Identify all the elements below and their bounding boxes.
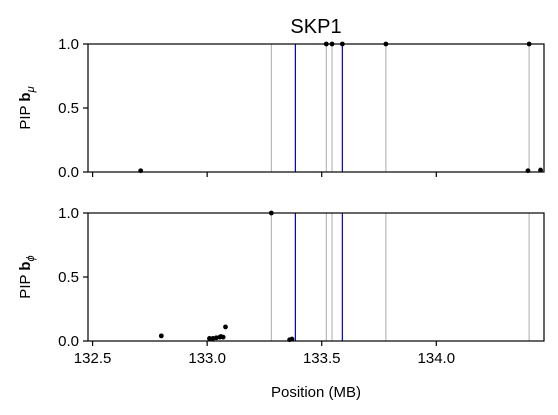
- y-axis-label-top: PIP bμ: [17, 86, 37, 129]
- y-tick-label: 0.0: [58, 164, 79, 181]
- y-tick-label: 0.5: [58, 269, 79, 286]
- y-axis-label-symbol: b: [17, 261, 34, 270]
- plot-frame-bottom: [87, 212, 545, 342]
- y-axis-label-prefix: PIP: [17, 275, 34, 299]
- y-tick-label: 1.0: [58, 36, 79, 53]
- data-point: [323, 41, 329, 47]
- x-tick-label: 133.5: [303, 350, 341, 367]
- data-point: [525, 168, 531, 174]
- data-point: [339, 41, 345, 47]
- x-tick-label: 132.5: [74, 350, 112, 367]
- panel-top: 0.0 0.5 1.0 PIP bμ: [17, 36, 545, 181]
- y-axis-label-prefix: PIP: [17, 105, 34, 129]
- data-point: [289, 336, 295, 342]
- data-point: [268, 210, 274, 216]
- y-tick-label: 0.5: [58, 100, 79, 117]
- y-axis-label-subscript: μ: [25, 86, 37, 93]
- y-axis-label-subscript: ϕ: [25, 255, 37, 261]
- chart-title: SKP1: [290, 16, 341, 38]
- x-tick-label: 134.0: [418, 350, 456, 367]
- data-point: [538, 167, 543, 173]
- data-point: [526, 41, 532, 47]
- plot-frame-top: [87, 43, 545, 173]
- y-axis-label-bottom: PIP bϕ: [17, 255, 37, 298]
- data-point: [158, 333, 164, 339]
- y-axis-label-symbol: b: [17, 92, 34, 101]
- data-point: [138, 168, 144, 174]
- panel-bottom: 0.0 0.5 1.0 132.5 133.0 133.5 134.0 PIP bϕ: [17, 205, 545, 367]
- data-point: [207, 336, 212, 341]
- x-tick-label: 133.0: [188, 350, 226, 367]
- y-tick-label: 0.0: [58, 333, 79, 350]
- data-point: [220, 334, 226, 340]
- data-point: [223, 324, 228, 330]
- data-point: [329, 41, 335, 47]
- x-axis-label: Position (MB): [271, 384, 361, 401]
- data-point: [383, 41, 389, 47]
- y-tick-label: 1.0: [58, 205, 79, 222]
